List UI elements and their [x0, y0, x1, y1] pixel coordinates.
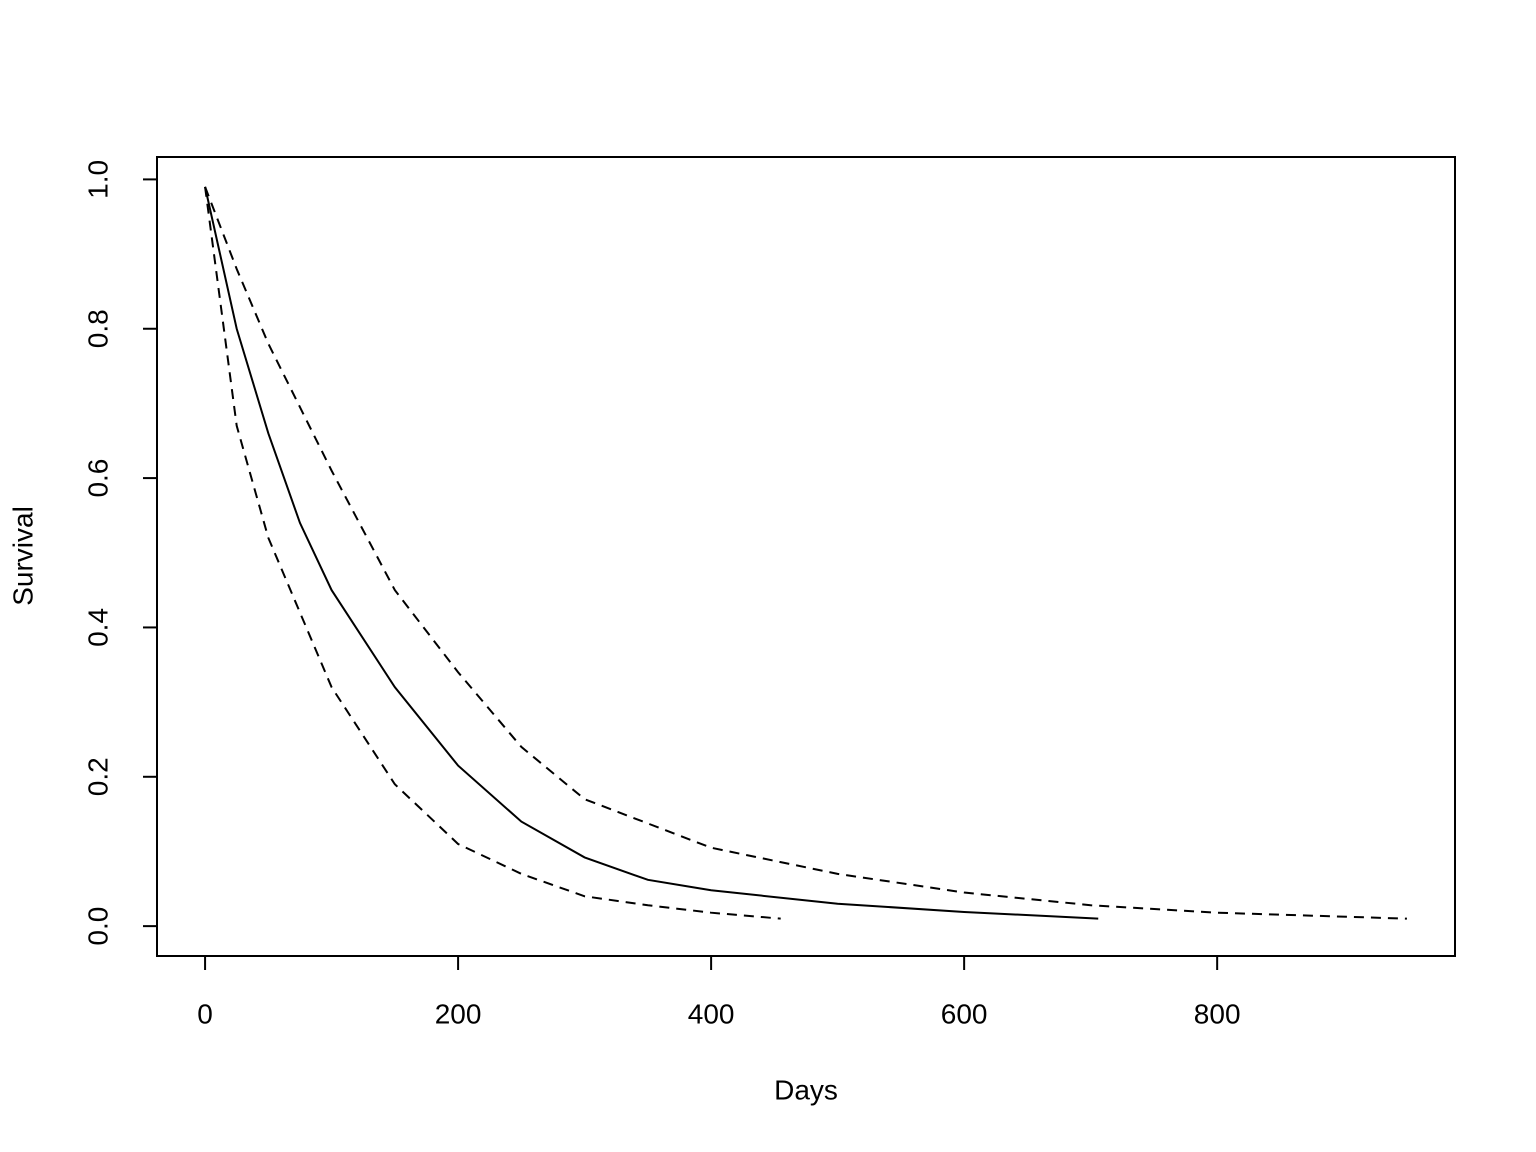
x-tick-label: 600 — [941, 998, 988, 1029]
y-tick-label: 0.2 — [82, 757, 113, 796]
y-tick-label: 0.8 — [82, 309, 113, 348]
y-tick-label: 0.0 — [82, 907, 113, 946]
plot-box — [156, 156, 1456, 957]
x-tick-label: 800 — [1194, 998, 1241, 1029]
y-axis-label: Survival — [7, 506, 38, 606]
y-tick-label: 0.6 — [82, 459, 113, 498]
x-tick-label: 400 — [688, 998, 735, 1029]
y-tick-label: 0.4 — [82, 608, 113, 647]
x-axis-label: Days — [774, 1074, 838, 1105]
x-tick-label: 0 — [197, 998, 213, 1029]
survival-curve — [204, 186, 781, 920]
x-tick-label: 200 — [435, 998, 482, 1029]
survival-curve — [204, 186, 1407, 920]
survival-curve — [204, 186, 1099, 920]
y-tick-label: 1.0 — [82, 160, 113, 199]
